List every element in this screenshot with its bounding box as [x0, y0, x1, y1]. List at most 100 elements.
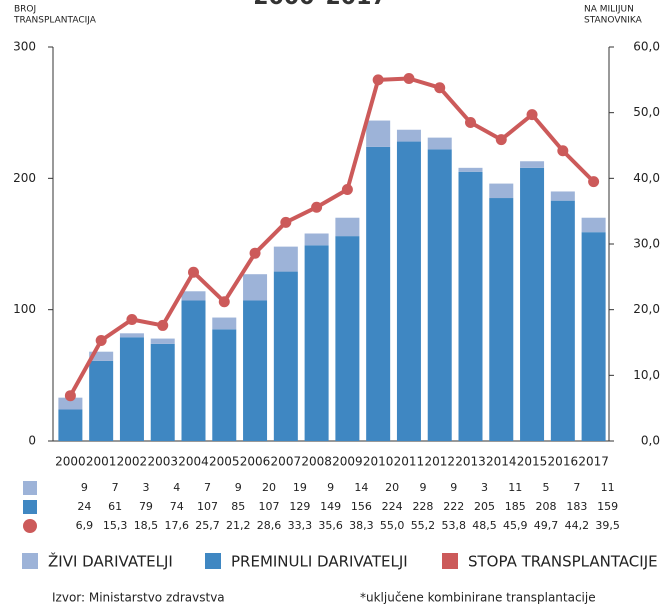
- y2-axis-label: STANOVNIKA: [584, 16, 643, 26]
- bar: [489, 198, 514, 441]
- x-tick-label: 2013: [455, 455, 486, 469]
- table-cell: 11: [508, 481, 522, 494]
- point: [526, 109, 538, 121]
- table-cell: 5: [543, 481, 550, 494]
- y2-tick-label: 60,0: [633, 40, 660, 54]
- bar: [58, 397, 83, 410]
- table-cell: 107: [259, 500, 280, 513]
- bar: [458, 167, 483, 172]
- x-tick-label: 2011: [394, 455, 425, 469]
- y2-tick-label: 20,0: [633, 302, 660, 316]
- x-tick-label: 2012: [424, 455, 455, 469]
- source: Izvor: Ministarstvo zdravstva: [52, 591, 225, 605]
- bar: [335, 217, 360, 237]
- table-cell: 17,6: [164, 519, 189, 532]
- table-cell: 61: [108, 500, 122, 513]
- table-key: [23, 500, 37, 514]
- point: [95, 335, 107, 347]
- x-tick-label: 2008: [301, 455, 332, 469]
- bar: [181, 300, 206, 441]
- point: [188, 266, 199, 278]
- table-cell: 159: [597, 500, 618, 513]
- legend-swatch: [205, 553, 221, 569]
- x-tick-label: 2010: [363, 455, 394, 469]
- bar: [304, 245, 329, 441]
- table-cell: 18,5: [134, 519, 159, 532]
- y-axis-label: TRANSPLANTACIJA: [13, 16, 97, 26]
- point: [157, 319, 169, 331]
- table-cell: 14: [354, 481, 368, 494]
- x-tick-label: 2014: [486, 455, 517, 469]
- bar: [304, 233, 329, 246]
- x-tick-label: 2000: [55, 455, 86, 469]
- table-cell: 9: [235, 481, 242, 494]
- x-tick-label: 2002: [117, 455, 148, 469]
- table-cell: 3: [142, 481, 149, 494]
- table-cell: 7: [573, 481, 580, 494]
- bar: [520, 167, 545, 441]
- table-cell: 15,3: [103, 519, 128, 532]
- table-cell: 33,3: [288, 519, 313, 532]
- x-tick-label: 2004: [178, 455, 209, 469]
- table-cell: 19: [293, 481, 307, 494]
- table-cell: 185: [505, 500, 526, 513]
- table-key: [23, 481, 37, 495]
- table-cell: 205: [474, 500, 495, 513]
- bar: [273, 246, 298, 272]
- point: [434, 82, 446, 94]
- y2-tick-label: 0,0: [641, 434, 660, 448]
- bar: [243, 274, 268, 301]
- table-cell: 129: [289, 500, 310, 513]
- legend-swatch: [442, 553, 458, 569]
- bar: [366, 120, 391, 147]
- table-cell: 49,7: [534, 519, 559, 532]
- chart-title: 2000–2017: [253, 0, 386, 10]
- line: [68, 76, 596, 397]
- table-cell: 9: [327, 481, 334, 494]
- x-tick-label: 2003: [147, 455, 178, 469]
- x-tick-label: 2006: [240, 455, 271, 469]
- table-cell: 7: [204, 481, 211, 494]
- table-cell: 183: [566, 500, 587, 513]
- table-cell: 39,5: [595, 519, 620, 532]
- table-cell: 45,9: [503, 519, 528, 532]
- bar: [243, 300, 268, 441]
- y-axis-label: BROJ: [14, 5, 36, 15]
- bar: [119, 337, 144, 441]
- point: [341, 183, 353, 195]
- table-cell: 156: [351, 500, 372, 513]
- table-cell: 4: [173, 481, 180, 494]
- bar: [273, 271, 298, 441]
- bar: [396, 141, 421, 441]
- x-tick-label: 2007: [271, 455, 302, 469]
- x-tick-label: 2001: [86, 455, 117, 469]
- point: [588, 176, 600, 188]
- table-cell: 6,9: [76, 519, 94, 532]
- bar: [520, 161, 545, 168]
- bar: [396, 129, 421, 142]
- legend-swatch: [22, 553, 38, 569]
- y2-tick-label: 10,0: [633, 368, 660, 382]
- y-tick-label: 200: [13, 171, 36, 185]
- point: [311, 201, 323, 213]
- point: [465, 117, 476, 129]
- table-cell: 53,8: [441, 519, 466, 532]
- bar: [581, 217, 606, 233]
- bar: [458, 171, 483, 441]
- bar: [335, 236, 360, 441]
- table-cell: 24: [77, 500, 91, 513]
- table-cell: 208: [536, 500, 557, 513]
- table-cell: 3: [481, 481, 488, 494]
- bar: [58, 409, 83, 441]
- y-tick-label: 100: [13, 302, 36, 316]
- legend-label: ŽIVI DARIVATELJI: [48, 552, 173, 571]
- bar: [181, 291, 206, 301]
- bar: [427, 149, 452, 441]
- legend-label: PREMINULI DARIVATELJI: [231, 553, 408, 571]
- bar: [550, 200, 575, 441]
- table-cell: 222: [443, 500, 464, 513]
- table-cell: 55,2: [411, 519, 436, 532]
- table-cell: 20: [385, 481, 399, 494]
- bar: [212, 329, 237, 441]
